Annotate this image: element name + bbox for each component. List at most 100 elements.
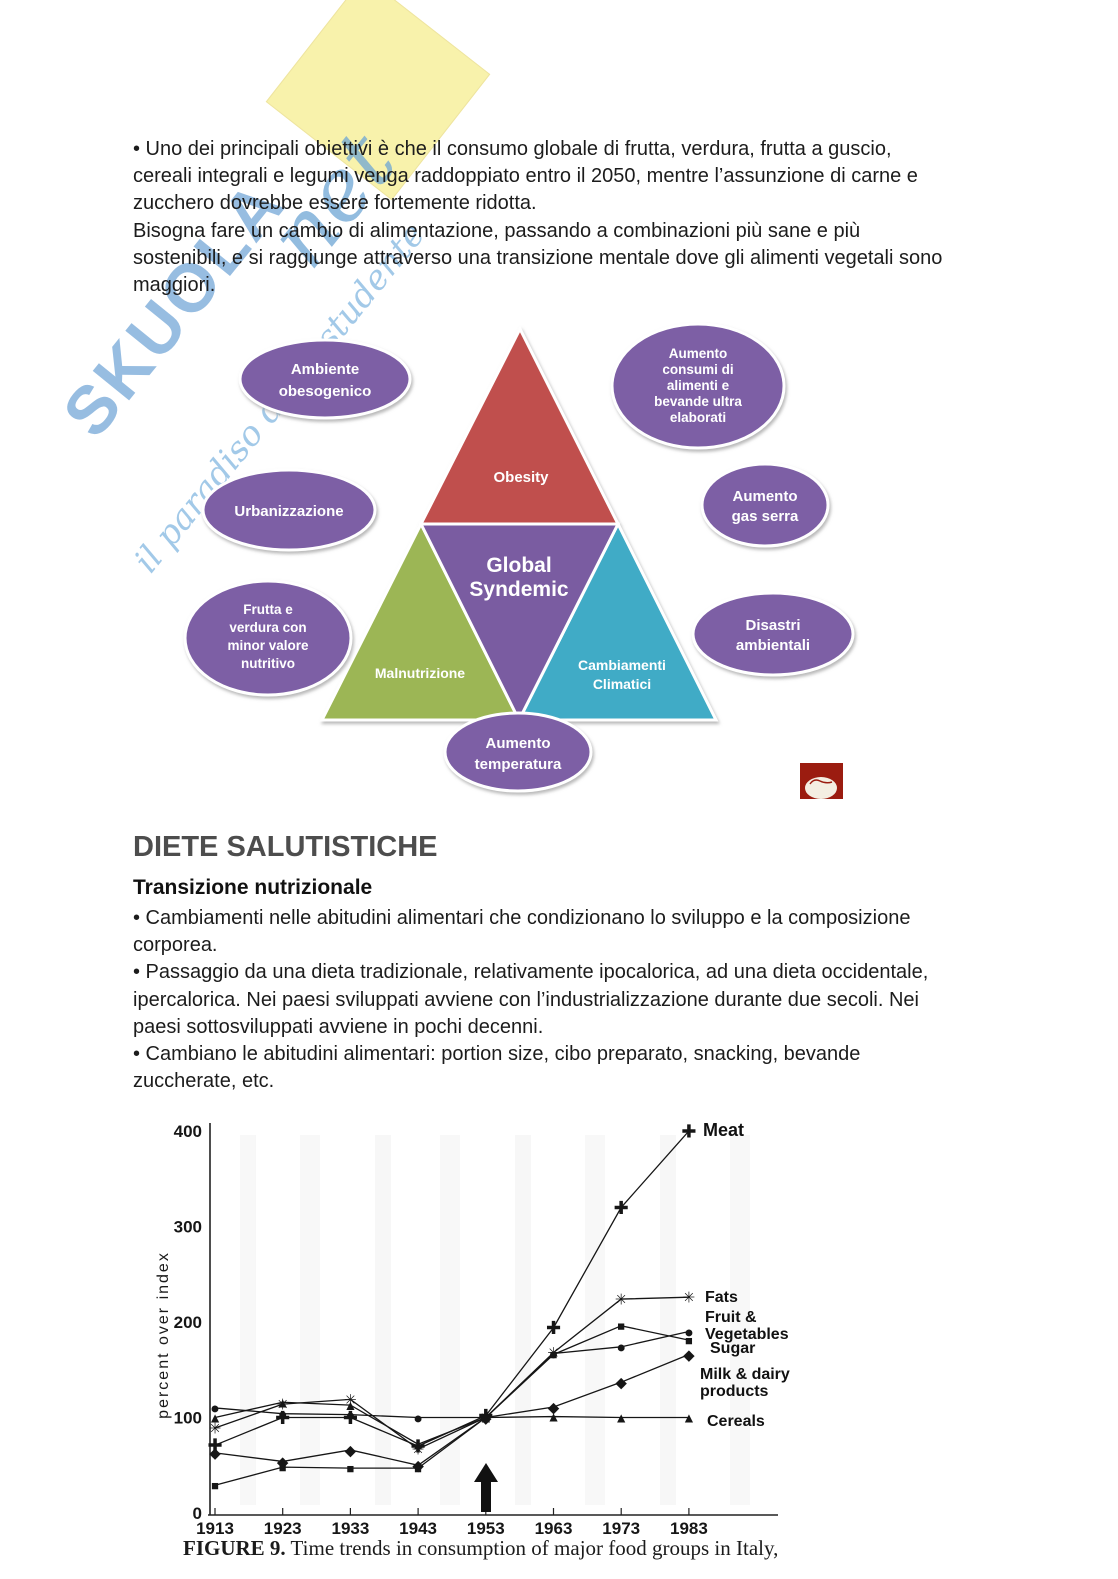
triangle-marker: ▲ [614,1410,628,1426]
x-tick-label: 1973 [602,1519,640,1537]
x-tick-label: 1923 [264,1519,302,1537]
global-syndemic-center-triangle [418,522,621,724]
diamond-marker: ◆ [277,1454,289,1471]
x-tick-label: 1983 [670,1519,708,1537]
text-line: Bisogna fare un cambio di alimentazione,… [133,219,861,242]
series-label-milk-line2: products [700,1383,769,1400]
star-marker: ✳ [276,1397,289,1414]
square-marker: ■ [414,1461,422,1476]
circle-marker: ● [210,1401,220,1418]
y-tick-label: 100 [174,1409,202,1428]
ellipse-label: Aumento [733,488,798,505]
text-line: zuccherate, etc. [133,1070,275,1093]
ellipse-label: consumi di [662,362,733,377]
obesity-label: Obesity [493,469,549,486]
triangle-marker: ▲ [682,1410,696,1426]
y-tick-label: 300 [174,1218,202,1237]
ellipse-aumento-consumi [610,322,786,450]
circle-marker: ● [413,1410,423,1427]
global-syndemic-label-line2: Syndemic [469,578,569,601]
square-marker: ■ [685,1333,693,1348]
ellipse-label: gas serra [732,508,799,525]
series-line-cereals [214,1401,689,1445]
series-label-fruitveg-line2: Vegetables [705,1326,789,1343]
triangle-marker: ▲ [411,1436,425,1452]
figure9-line-chart: percent over index 0 100 200 300 400 1913 1923… [155,1120,790,1537]
figure-caption: FIGURE 9. Time trends in consumption of … [183,1536,778,1561]
ellipse-frutta-verdura [183,579,353,697]
malnutrition-label: Malnutrizione [375,665,465,681]
plus-marker: ✚ [207,1436,222,1456]
circle-marker: ● [684,1324,694,1341]
series-line-milk-dairy-products [214,1353,690,1466]
square-marker: ■ [346,1461,354,1476]
ellipse-label: Urbanizzazione [234,503,343,520]
series-label-sugar: Sugar [710,1340,755,1357]
y-tick-label: 200 [174,1313,202,1332]
triangle-marker: ▲ [208,1410,222,1426]
ellipse-label: Aumento [486,735,551,752]
x-tick-label: 1933 [331,1519,369,1537]
circle-marker: ● [616,1340,626,1357]
circle-marker: ● [346,1407,356,1424]
series-line-sugar [214,1325,690,1486]
ellipse-label: Ambiente [291,361,359,378]
triangle-marker: ▲ [479,1410,493,1426]
source-logo [800,763,843,799]
x-tick-label: 1913 [196,1519,234,1537]
ellipse-label: Disastri [745,617,800,634]
x-tick-label: 1953 [467,1519,505,1537]
series-label-fruitveg-line1: Fruit & [705,1309,757,1326]
diamond-marker: ◆ [345,1442,357,1459]
scan-banding [240,1135,750,1505]
series-line-fruit-vegetables [214,1330,690,1419]
intro-paragraph: • Uno dei principali obiettivi è che il … [133,136,942,299]
year-1953-arrow [474,1463,498,1512]
text-line: paesi sottosviluppati avviene in pochi d… [133,1015,544,1038]
ellipse-label: Aumento [669,346,728,361]
square-marker: ■ [211,1478,219,1493]
triangle-marker: ▲ [343,1397,357,1413]
obesity-triangle [418,325,621,526]
star-marker: ✳ [412,1441,425,1458]
ellipse-disastri-ambientali [691,591,855,677]
body-paragraphs: • Cambiamenti nelle abitudini alimentari… [133,905,928,1095]
y-axis-title: percent over index [155,1251,172,1419]
diamond-marker: ◆ [548,1399,560,1416]
ellipse-label: elaborati [670,410,726,425]
square-marker: ■ [617,1319,625,1334]
diamond-marker: ◆ [412,1458,424,1475]
square-marker: ■ [550,1347,558,1362]
circle-marker: ● [278,1406,288,1423]
text-line: sostenibili, e si raggiunge attraverso u… [133,246,943,269]
section-heading: DIETE SALUTISTICHE [133,831,438,863]
ellipse-urbanizzazione [201,468,377,552]
text-line: • Passaggio da una dieta tradizionale, r… [133,961,929,984]
x-tick-label: 1963 [535,1519,573,1537]
ellipse-label: verdura con [229,620,306,635]
climate-label-line2: Climatici [593,676,651,692]
ellipse-label: obesogenico [279,383,372,400]
text-line: ipercalorica. Nei paesi sviluppati avvie… [133,988,919,1011]
diamond-marker: ◆ [209,1445,221,1462]
global-syndemic-label-line1: Global [486,554,551,577]
ellipse-label: bevande ultra [654,394,742,409]
y-tick-label: 0 [193,1504,202,1523]
text-line: zucchero dovrebbe essere fortemente rido… [133,192,537,215]
text-line: maggiori. [133,274,216,297]
text-line: cereali integrali e legumi venga raddopp… [133,165,918,188]
x-tick-label: 1943 [399,1519,437,1537]
diamond-marker: ◆ [480,1410,492,1427]
diamond-marker: ◆ [615,1375,627,1392]
plus-marker: ✚ [546,1318,561,1338]
star-marker: ✳ [615,1291,628,1308]
diamond-marker: ◆ [683,1347,695,1364]
ellipse-aumento-temperatura [443,711,593,793]
y-tick-label: 400 [174,1122,202,1141]
ellipse-label: alimenti e [667,378,730,393]
series-label-cereals: Cereals [707,1413,765,1430]
figure-caption-prefix: FIGURE 9. [183,1536,286,1560]
triangle-marker: ▲ [547,1409,561,1425]
text-line: • Cambiamenti nelle abitudini alimentari… [133,907,911,929]
ellipse-label: Frutta e [243,602,293,617]
